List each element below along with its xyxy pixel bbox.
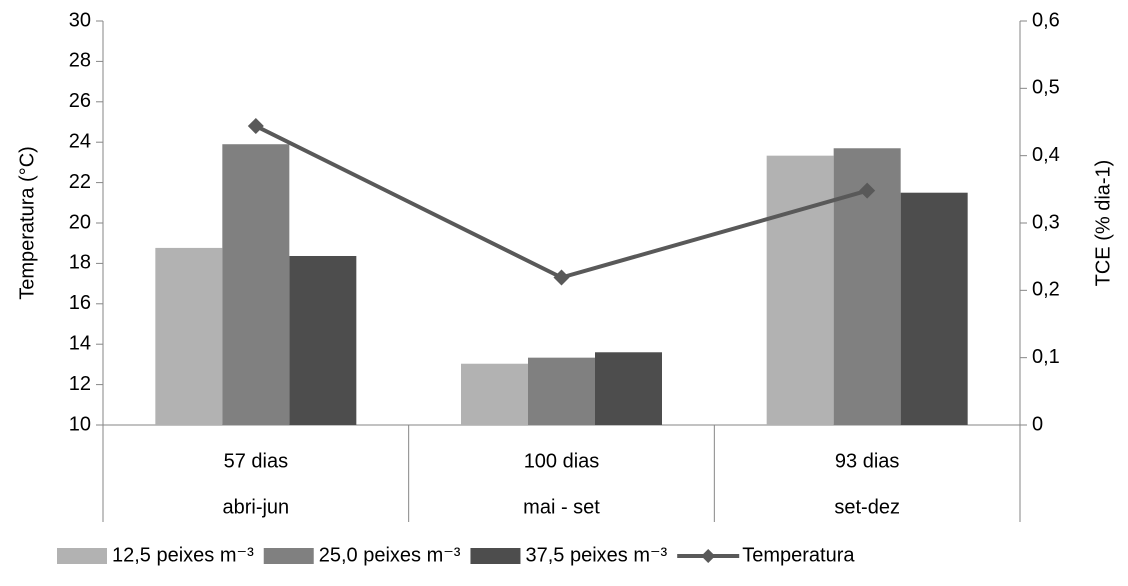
line-marker	[247, 118, 264, 135]
y2-tick-label: 0,2	[1032, 279, 1060, 301]
bar	[289, 255, 357, 425]
y-tick-label: 30	[69, 9, 91, 31]
legend-swatch	[57, 548, 107, 564]
y-tick-label: 14	[69, 332, 91, 354]
x-tick-label: 100 dias	[524, 450, 600, 472]
x-tick-label: 93 dias	[835, 450, 900, 472]
bar	[528, 357, 595, 425]
y2-axis-title: TCE (% dia-1)	[1092, 160, 1114, 287]
legend-label: 37,5 peixes m⁻³	[525, 544, 667, 566]
y-tick-label: 18	[69, 252, 91, 274]
y-tick-label: 28	[69, 50, 91, 72]
y-tick-label: 20	[69, 211, 91, 233]
legend-swatch	[470, 548, 521, 564]
y-tick-label: 26	[69, 90, 91, 112]
bar	[155, 247, 223, 425]
bar	[766, 155, 834, 425]
x-subcategory-label: mai - set	[523, 496, 600, 518]
bar	[900, 192, 968, 425]
legend-label: 25,0 peixes m⁻³	[319, 544, 461, 566]
legend-label: 12,5 peixes m⁻³	[112, 544, 254, 566]
x-tick-label: 57 dias	[224, 450, 289, 472]
legend-label: Temperatura	[742, 544, 855, 566]
y-tick-label: 22	[69, 171, 91, 193]
y-tick-label: 12	[69, 373, 91, 395]
y2-tick-label: 0,1	[1032, 346, 1060, 368]
y2-tick-label: 0,5	[1032, 77, 1060, 99]
y2-tick-label: 0	[1032, 413, 1043, 435]
y2-tick-label: 0,6	[1032, 9, 1060, 31]
legend-swatch	[263, 548, 314, 564]
y2-tick-label: 0,3	[1032, 211, 1060, 233]
line-marker	[553, 269, 570, 286]
bar	[222, 144, 290, 425]
bar	[595, 352, 662, 425]
y-tick-label: 10	[69, 413, 91, 435]
bar	[461, 363, 528, 425]
x-subcategory-label: abri-jun	[222, 496, 289, 518]
y2-tick-label: 0,4	[1032, 144, 1060, 166]
y-axis-title: Temperatura (°C)	[16, 146, 38, 300]
legend-marker	[701, 549, 716, 563]
y-tick-label: 24	[69, 130, 91, 152]
line-marker	[859, 182, 876, 199]
x-subcategory-label: set-dez	[834, 496, 900, 518]
y-tick-label: 16	[69, 292, 91, 314]
